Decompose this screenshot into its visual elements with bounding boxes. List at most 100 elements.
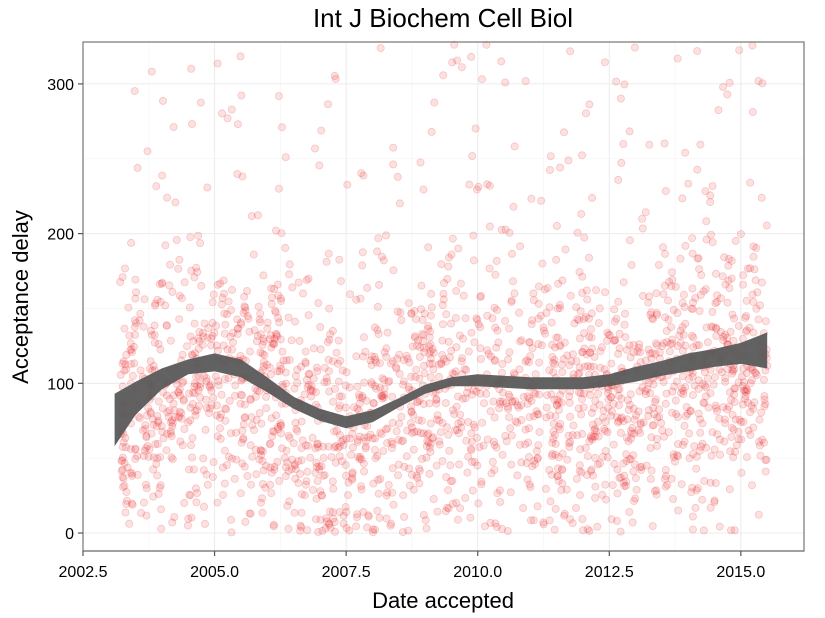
data-point xyxy=(681,383,690,392)
data-point xyxy=(694,376,703,385)
data-point xyxy=(311,468,320,477)
data-point xyxy=(355,390,364,399)
data-point xyxy=(678,372,687,381)
data-point xyxy=(334,377,343,386)
data-point xyxy=(690,442,699,451)
data-point xyxy=(175,291,184,300)
data-point xyxy=(671,457,680,466)
data-point xyxy=(359,459,368,468)
data-point xyxy=(191,411,200,420)
data-point xyxy=(762,455,771,464)
data-point xyxy=(739,280,748,289)
data-point xyxy=(620,471,629,480)
data-point xyxy=(222,461,231,470)
data-point xyxy=(285,260,294,269)
data-point xyxy=(607,392,616,401)
data-point xyxy=(619,459,628,468)
data-point xyxy=(692,452,701,461)
data-point xyxy=(443,503,452,512)
data-point xyxy=(324,442,333,451)
data-point xyxy=(667,323,676,332)
data-point xyxy=(402,351,411,360)
data-point xyxy=(353,437,362,446)
data-point xyxy=(368,528,377,537)
data-point xyxy=(646,474,655,483)
data-point xyxy=(508,397,517,406)
data-point xyxy=(554,422,563,431)
data-point xyxy=(201,425,210,434)
data-point xyxy=(589,403,598,412)
data-point xyxy=(283,501,292,510)
data-point xyxy=(378,374,387,383)
data-point xyxy=(248,452,257,461)
data-point xyxy=(688,249,697,258)
data-point xyxy=(573,431,582,440)
x-tick-label: 2015.0 xyxy=(716,564,765,581)
data-point xyxy=(553,333,562,342)
data-point xyxy=(492,343,501,352)
data-point xyxy=(356,452,365,461)
data-point xyxy=(182,342,191,351)
data-point xyxy=(345,526,354,535)
data-point xyxy=(408,342,417,351)
data-point xyxy=(555,304,564,313)
data-point xyxy=(730,526,739,535)
data-point xyxy=(535,358,544,367)
data-point xyxy=(253,211,262,220)
data-point xyxy=(178,350,187,359)
data-point xyxy=(493,326,502,335)
data-point xyxy=(397,437,406,446)
data-point xyxy=(222,405,231,414)
data-point xyxy=(742,453,751,462)
data-point xyxy=(452,343,461,352)
data-point xyxy=(140,446,149,455)
data-point xyxy=(367,360,376,369)
data-point xyxy=(747,376,756,385)
data-point xyxy=(659,378,668,387)
data-point xyxy=(658,342,667,351)
data-point xyxy=(328,508,337,517)
data-point xyxy=(480,522,489,531)
data-point xyxy=(270,462,279,471)
data-point xyxy=(198,328,207,337)
data-point xyxy=(477,480,486,489)
data-point xyxy=(341,381,350,390)
data-point xyxy=(233,315,242,324)
data-point xyxy=(206,380,215,389)
data-point xyxy=(132,288,141,297)
data-point xyxy=(628,518,637,527)
data-point xyxy=(743,264,752,273)
data-point xyxy=(249,250,258,259)
data-point xyxy=(629,451,638,460)
data-point xyxy=(525,394,534,403)
data-point xyxy=(708,182,717,191)
data-point xyxy=(238,172,247,181)
data-point xyxy=(319,453,328,462)
data-point xyxy=(284,431,293,440)
data-point xyxy=(549,368,558,377)
data-point xyxy=(220,375,229,384)
data-point xyxy=(569,421,578,430)
data-point xyxy=(578,395,587,404)
data-point xyxy=(517,458,526,467)
data-point xyxy=(133,470,142,479)
data-point xyxy=(335,452,344,461)
data-point xyxy=(533,502,542,511)
data-point xyxy=(689,391,698,400)
data-point xyxy=(575,267,584,276)
data-point xyxy=(605,330,614,339)
data-point xyxy=(565,392,574,401)
data-point xyxy=(591,396,600,405)
data-point xyxy=(740,378,749,387)
data-point xyxy=(575,368,584,377)
data-point xyxy=(178,378,187,387)
data-point xyxy=(424,438,433,447)
data-point xyxy=(363,283,372,292)
data-point xyxy=(669,494,678,503)
data-point xyxy=(216,434,225,443)
data-point xyxy=(238,459,247,468)
data-point xyxy=(122,496,131,505)
data-point xyxy=(648,315,657,324)
data-point xyxy=(735,46,744,55)
data-point xyxy=(572,503,581,512)
